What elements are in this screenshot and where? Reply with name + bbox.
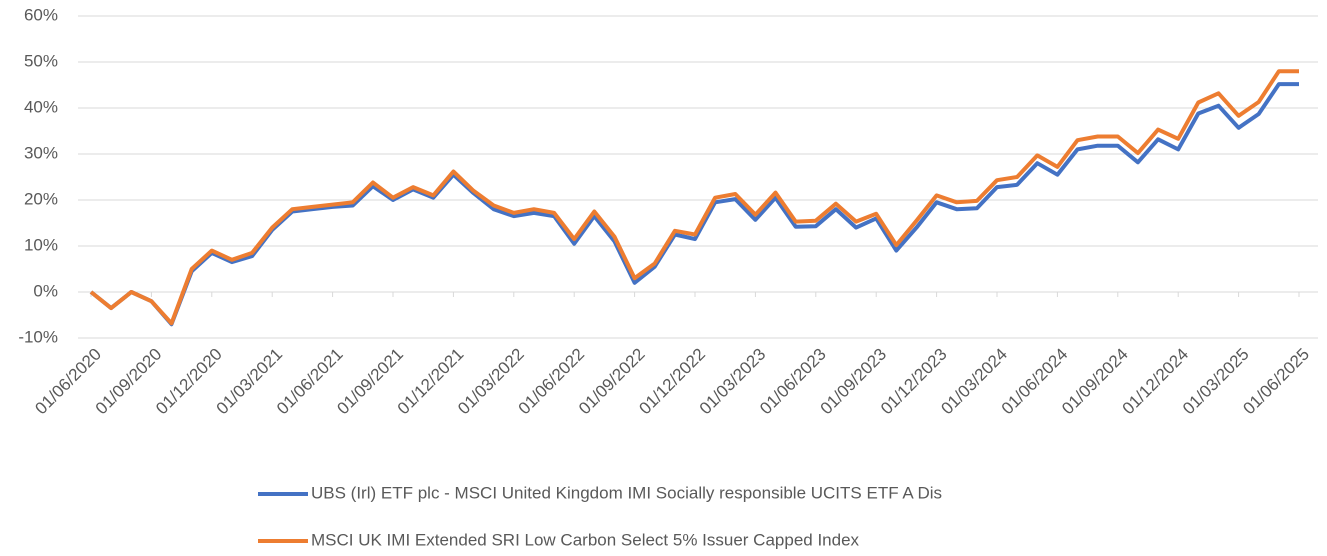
legend-label: MSCI UK IMI Extended SRI Low Carbon Sele… — [311, 530, 860, 549]
y-tick-label: 40% — [24, 97, 58, 116]
x-tick-label: 01/06/2025 — [1239, 345, 1313, 419]
y-tick-label: 50% — [24, 51, 58, 70]
legend-label: UBS (Irl) ETF plc - MSCI United Kingdom … — [311, 483, 942, 502]
y-tick-label: -10% — [18, 327, 58, 346]
series-line — [89, 82, 1299, 327]
y-tick-label: 20% — [24, 189, 58, 208]
y-tick-label: 30% — [24, 143, 58, 162]
y-tick-label: 0% — [33, 281, 58, 300]
series-line — [89, 69, 1299, 326]
y-tick-label: 60% — [24, 5, 58, 24]
y-tick-label: 10% — [24, 235, 58, 254]
